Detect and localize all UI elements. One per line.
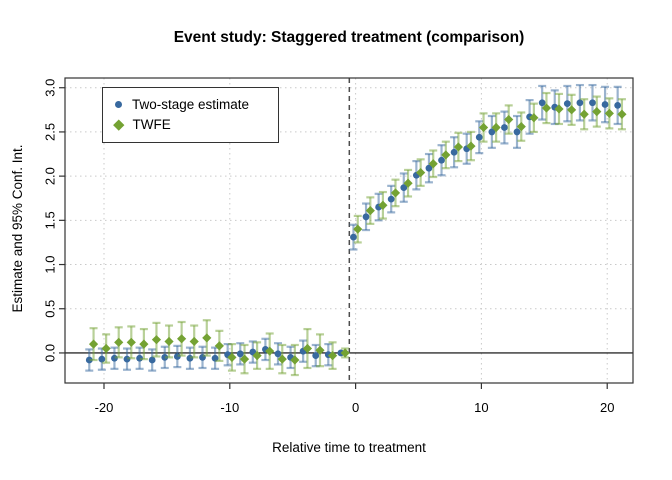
svg-text:20: 20 (600, 400, 614, 415)
svg-text:2.5: 2.5 (43, 123, 58, 141)
legend-item-two-stage: Two-stage estimate (115, 97, 278, 113)
legend-label: TWFE (132, 117, 171, 132)
svg-text:0.5: 0.5 (43, 300, 58, 318)
svg-text:1.5: 1.5 (43, 211, 58, 229)
diamond-marker-icon (113, 119, 125, 131)
svg-text:10: 10 (474, 400, 488, 415)
svg-text:0: 0 (352, 400, 359, 415)
legend: Two-stage estimate TWFE (102, 87, 279, 143)
svg-text:1.0: 1.0 (43, 255, 58, 273)
svg-text:3.0: 3.0 (43, 79, 58, 97)
legend-label: Two-stage estimate (132, 96, 250, 112)
circle-marker-icon (115, 101, 122, 109)
chart-title: Event study: Staggered treatment (compar… (173, 29, 525, 46)
x-axis-label: Relative time to treatment (272, 440, 426, 455)
svg-text:2.0: 2.0 (43, 167, 58, 185)
svg-text:-20: -20 (95, 400, 114, 415)
legend-item-twfe: TWFE (113, 117, 278, 133)
y-axis-label: Estimate and 95% Conf. Int. (10, 144, 25, 313)
svg-text:0.0: 0.0 (43, 344, 58, 362)
svg-text:-10: -10 (220, 400, 239, 415)
